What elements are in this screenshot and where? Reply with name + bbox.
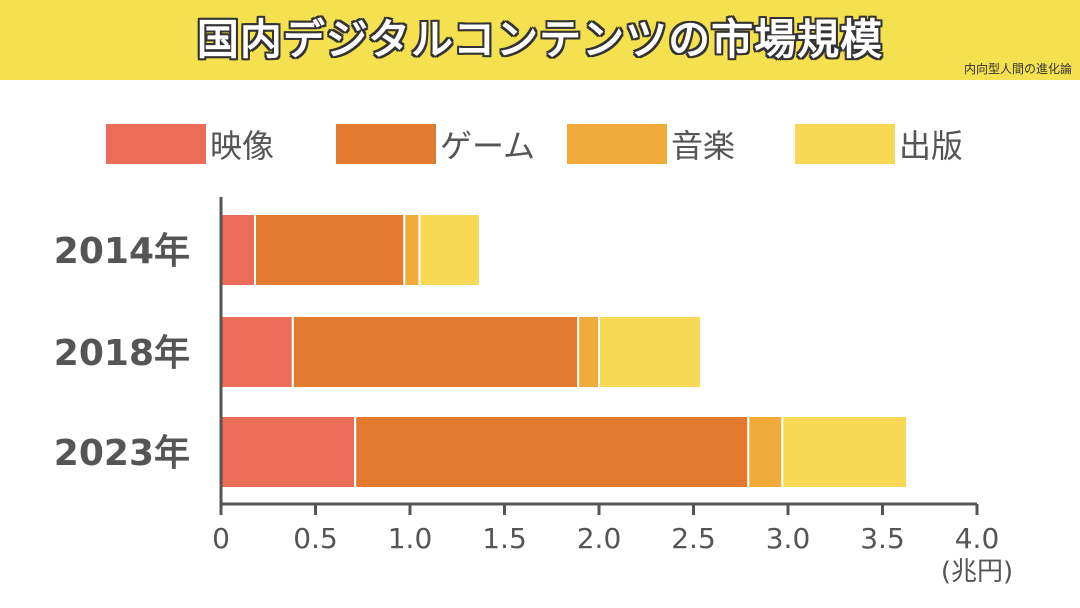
x-tick-label-9: 4.0 [955,522,1000,555]
category-label-2: 2018年 [54,333,190,374]
x-axis: 0 0.5 1.0 1.5 2.0 2.5 3.0 3.5 4.0(兆円) [212,197,1013,587]
bar-1-segment-3 [403,213,421,287]
legend-swatch-2 [336,124,436,164]
x-tick-label-2: 0.5 [293,522,338,555]
page-title: 国内デジタルコンテンツの市場規模 [196,15,884,64]
bar-1-segment-2 [254,213,406,287]
x-tick-label-7: 3.0 [766,522,811,555]
bar-1-segment-4 [418,213,481,287]
bar-2-segment-2 [291,315,580,389]
bar-2-segment-4 [598,315,703,389]
title-banner [0,0,1080,80]
x-axis-unit: (兆円) [941,557,1013,587]
x-tick-label-4: 1.5 [482,522,527,555]
x-tick-label-6: 2.5 [671,522,716,555]
bar-3-segment-4 [781,415,909,489]
bar-2-segment-1 [220,315,294,389]
bar-1-segment-1 [220,213,257,287]
bar-3-segment-2 [354,415,750,489]
x-tick-label-8: 3.5 [860,522,905,555]
legend-label-1: 映像 [210,127,274,165]
bars [220,213,909,489]
legend-label-2: ゲーム [440,127,535,165]
brand-watermark: 内向型人間の進化論 [963,62,1072,76]
legend-swatch-1 [106,124,206,164]
bar-2-segment-3 [577,315,601,389]
category-label-3: 2023年 [54,433,190,474]
x-tick-label-3: 1.0 [388,522,433,555]
x-tick-label-5: 2.0 [577,522,622,555]
x-tick-label-1: 0 [212,522,230,555]
bar-3-segment-1 [220,415,357,489]
category-label-1: 2014年 [54,231,190,272]
legend-swatch-3 [567,124,667,164]
legend-label-3: 音楽 [671,127,735,165]
legend: 映像 ゲーム 音楽 出版 [106,124,963,165]
legend-swatch-4 [795,124,895,164]
y-axis-labels: 2014年 2018年 2023年 [54,231,190,474]
legend-label-4: 出版 [899,127,963,165]
bar-3-segment-3 [747,415,784,489]
